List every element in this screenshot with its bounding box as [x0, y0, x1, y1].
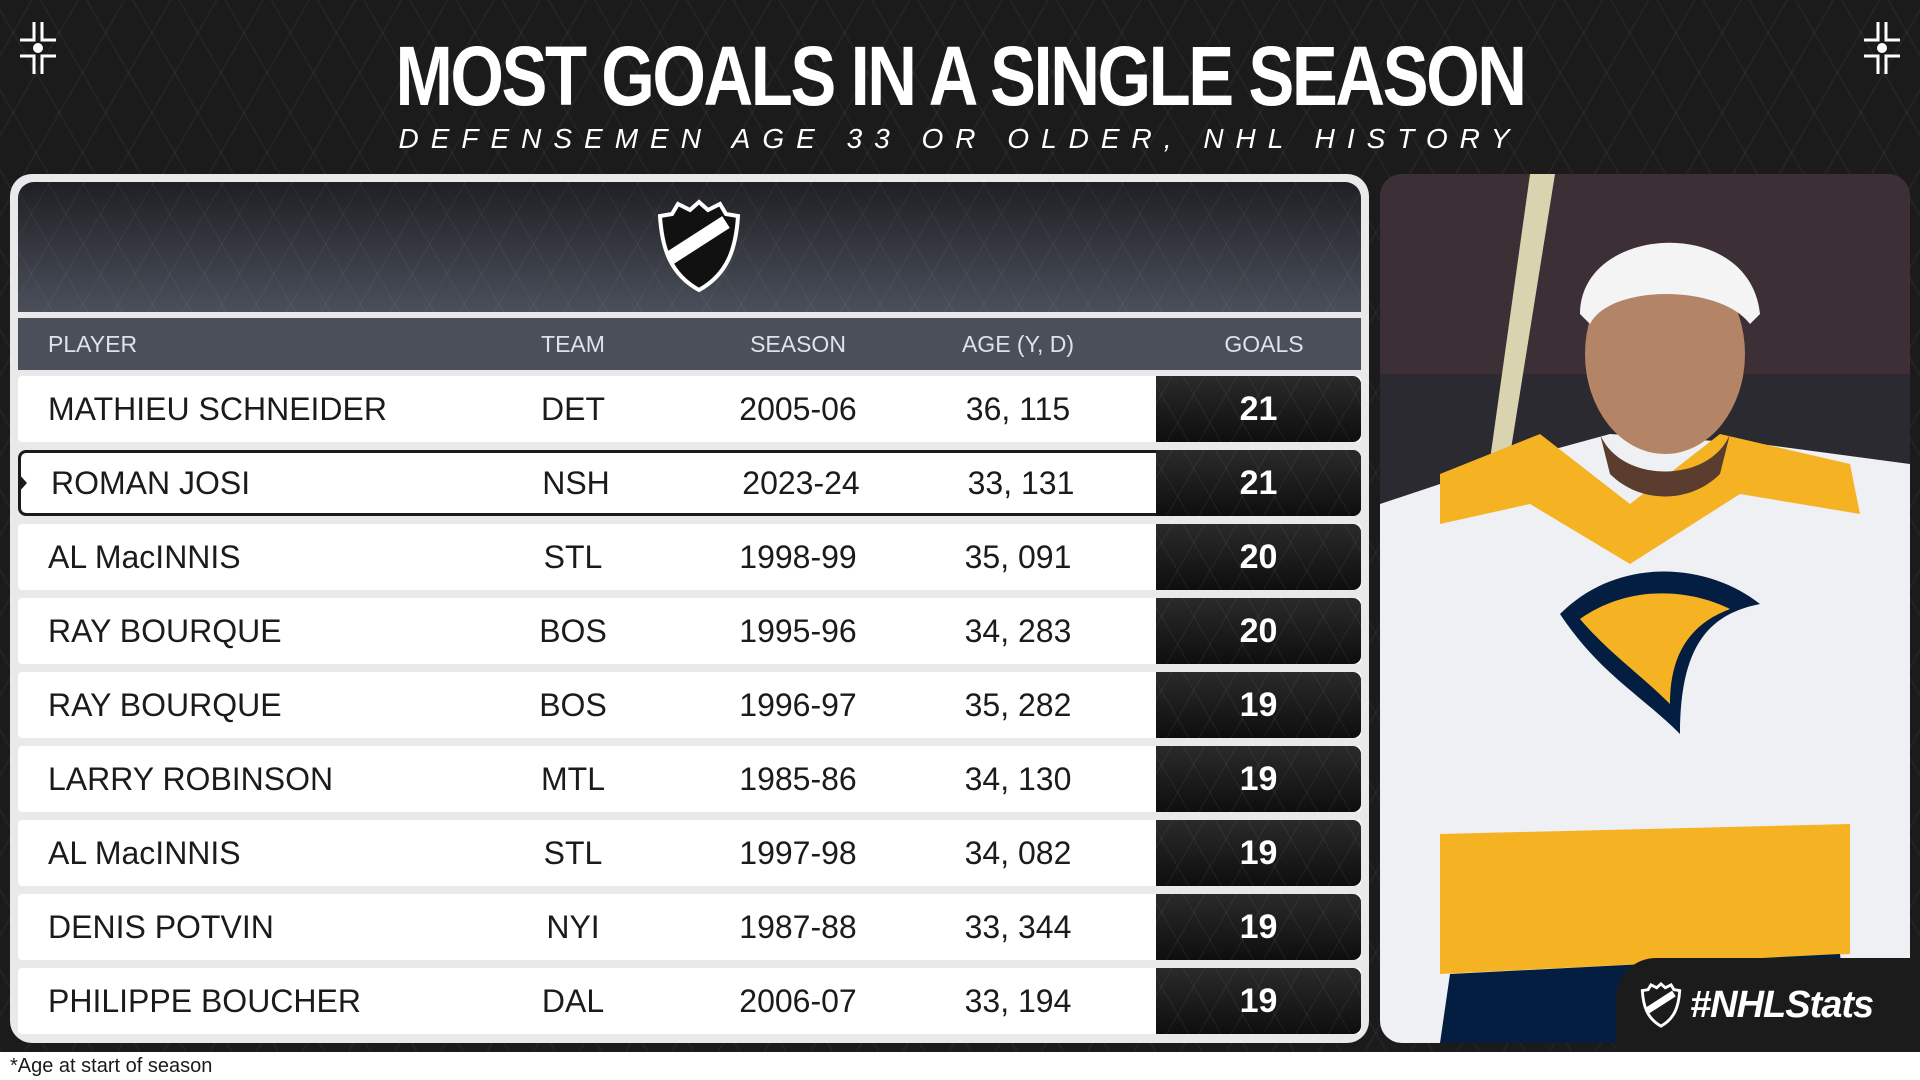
- table-row: RAY BOURQUE BOS 1995-96 34, 283 20: [18, 598, 1361, 664]
- age: 36, 115: [965, 391, 1071, 427]
- age: 33, 344: [964, 909, 1072, 945]
- season: 2005-06: [739, 391, 857, 427]
- column-header-season: SEASON: [750, 330, 846, 357]
- player-name: AL MacINNIS: [48, 539, 241, 575]
- season: 1997-98: [739, 835, 857, 871]
- table-row: MATHIEU SCHNEIDER DET 2005-06 36, 115 21: [18, 376, 1361, 442]
- age: 33, 194: [964, 983, 1072, 1019]
- player-name: RAY BOURQUE: [48, 613, 282, 649]
- column-header-goals: GOALS: [1224, 330, 1304, 357]
- goals: 20: [1156, 524, 1361, 590]
- crosshair-icon: [20, 22, 56, 74]
- team: BOS: [539, 687, 607, 723]
- table-row-highlighted: ROMAN JOSI NSH 2023-24 33, 131 21: [18, 450, 1361, 516]
- player-name: AL MacINNIS: [48, 835, 241, 871]
- table-row: LARRY ROBINSON MTL 1985-86 34, 130 19: [18, 746, 1361, 812]
- team: MTL: [541, 761, 605, 797]
- team: STL: [543, 835, 603, 871]
- table-header-row: PLAYER TEAM SEASON AGE (Y, D) GOALS: [18, 318, 1361, 370]
- team: BOS: [539, 613, 607, 649]
- team: NSH: [542, 465, 610, 501]
- season: 1995-96: [739, 613, 857, 649]
- age: 33, 131: [967, 465, 1075, 501]
- page-title: MOST GOALS IN A SINGLE SEASON: [395, 29, 1527, 123]
- team: STL: [543, 539, 603, 575]
- team: NYI: [546, 909, 600, 945]
- nhl-logo-icon: [657, 199, 741, 293]
- crosshair-icon: [1864, 22, 1900, 74]
- column-header-team: TEAM: [541, 330, 605, 357]
- age: 35, 091: [964, 539, 1072, 575]
- season: 2006-07: [739, 983, 857, 1019]
- column-header-player: PLAYER: [48, 330, 138, 357]
- age: 34, 082: [964, 835, 1072, 871]
- goals: 20: [1156, 598, 1361, 664]
- goals: 19: [1156, 672, 1361, 738]
- season: 1998-99: [739, 539, 857, 575]
- table-row: PHILIPPE BOUCHER DAL 2006-07 33, 194 19: [18, 968, 1361, 1034]
- footnote: *Age at start of season: [10, 1055, 213, 1077]
- table-banner: [18, 182, 1361, 312]
- age: 35, 282: [964, 687, 1072, 723]
- page-subtitle: DEFENSEMEN AGE 33 OR OLDER, NHL HISTORY: [398, 123, 1522, 154]
- column-header-age: AGE (Y, D): [961, 330, 1075, 357]
- hashtag-label: #NHLStats: [1690, 984, 1874, 1026]
- nhlstats-badge: #NHLStats: [1616, 958, 1920, 1052]
- table-row: AL MacINNIS STL 1997-98 34, 082 19: [18, 820, 1361, 886]
- player-name: DENIS POTVIN: [48, 909, 274, 945]
- season: 1996-97: [739, 687, 857, 723]
- stats-table-panel: PLAYER TEAM SEASON AGE (Y, D) GOALS MATH…: [10, 174, 1369, 1043]
- nhl-shield-icon: [1640, 982, 1682, 1028]
- goals: 19: [1156, 968, 1361, 1034]
- player-name: RAY BOURQUE: [48, 687, 282, 723]
- goals: 21: [1156, 376, 1361, 442]
- player-name: PHILIPPE BOUCHER: [48, 983, 361, 1019]
- player-name: MATHIEU SCHNEIDER: [48, 391, 387, 427]
- table-row: AL MacINNIS STL 1998-99 35, 091 20: [18, 524, 1361, 590]
- player-photo: [1380, 174, 1910, 1043]
- player-name: LARRY ROBINSON: [48, 761, 334, 797]
- goals: 21: [1156, 450, 1361, 516]
- goals: 19: [1156, 894, 1361, 960]
- season: 1987-88: [739, 909, 857, 945]
- age: 34, 283: [964, 613, 1072, 649]
- highlight-marker-icon: [18, 473, 27, 493]
- team: DET: [541, 391, 605, 427]
- team: DAL: [541, 983, 605, 1019]
- season: 2023-24: [742, 465, 860, 501]
- table-row: DENIS POTVIN NYI 1987-88 33, 344 19: [18, 894, 1361, 960]
- age: 34, 130: [964, 761, 1072, 797]
- table-row: RAY BOURQUE BOS 1996-97 35, 282 19: [18, 672, 1361, 738]
- goals: 19: [1156, 820, 1361, 886]
- player-photo-illustration: [1380, 174, 1910, 1043]
- season: 1985-86: [739, 761, 857, 797]
- goals: 19: [1156, 746, 1361, 812]
- player-name: ROMAN JOSI: [51, 465, 251, 501]
